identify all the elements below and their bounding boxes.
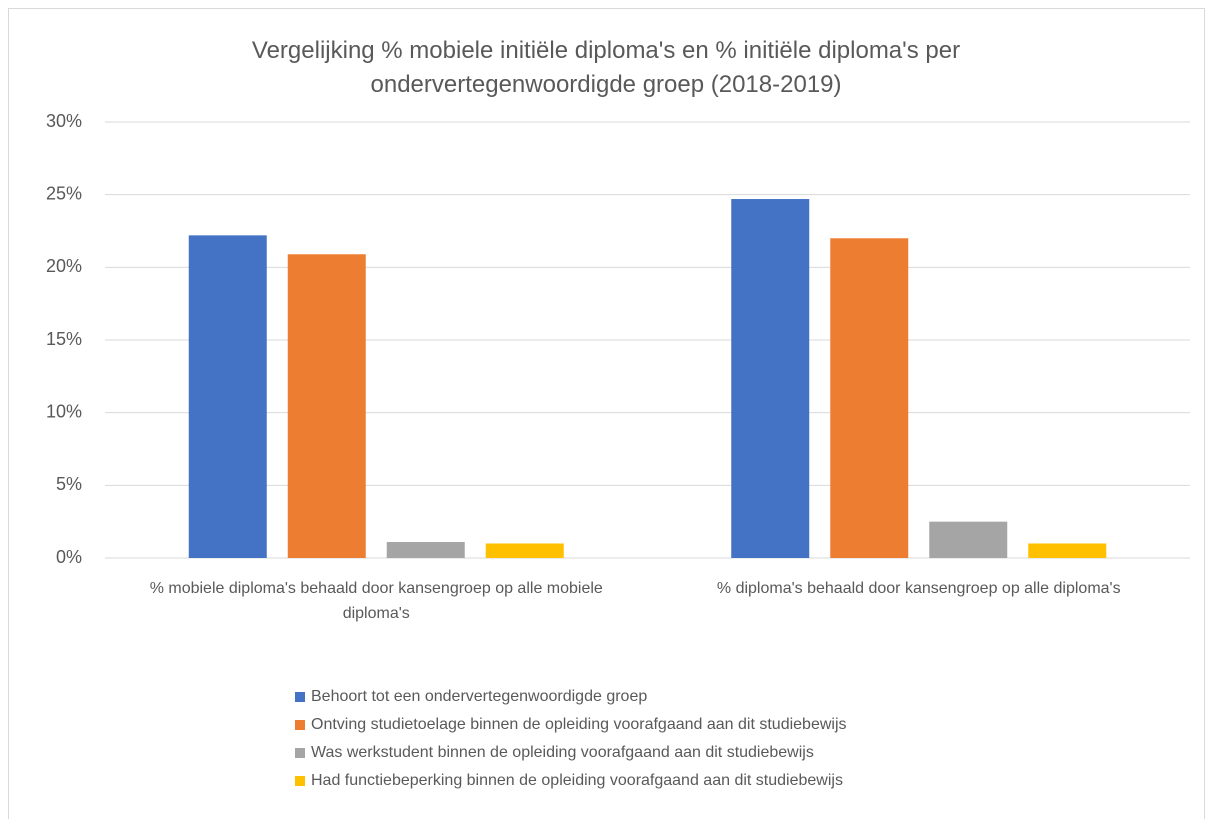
legend-swatch — [295, 748, 305, 758]
legend-label: Had functiebeperking binnen de opleiding… — [311, 772, 843, 789]
legend-label: Was werkstudent binnen de opleiding voor… — [311, 744, 814, 761]
bar — [287, 254, 366, 558]
x-tick-label: % diploma's behaald door kansengroep op … — [716, 580, 1121, 597]
bar — [929, 521, 1008, 558]
legend-swatch — [295, 776, 305, 786]
y-tick-label: 20% — [46, 256, 82, 276]
bar — [830, 238, 909, 558]
chart-title: Vergelijking % mobiele initiële diploma'… — [251, 37, 961, 98]
y-tick-label: 0% — [56, 547, 82, 567]
bar — [386, 542, 465, 558]
bar — [485, 543, 564, 558]
bar — [1028, 543, 1107, 558]
legend-label: Ontving studietoelage binnen de opleidin… — [311, 716, 847, 733]
bar — [731, 199, 810, 558]
legend-label: Behoort tot een ondervertegenwoordigde g… — [311, 688, 647, 705]
y-tick-label: 10% — [46, 401, 82, 421]
y-tick-label: 15% — [46, 329, 82, 349]
bar — [188, 235, 267, 559]
y-tick-label: 25% — [46, 183, 82, 203]
legend-swatch — [295, 720, 305, 730]
y-tick-label: 30% — [46, 111, 82, 131]
chart-border — [8, 8, 1205, 819]
legend-swatch — [295, 692, 305, 702]
x-tick-label: % mobiele diploma's behaald door kanseng… — [149, 580, 603, 622]
y-tick-label: 5% — [56, 474, 82, 494]
